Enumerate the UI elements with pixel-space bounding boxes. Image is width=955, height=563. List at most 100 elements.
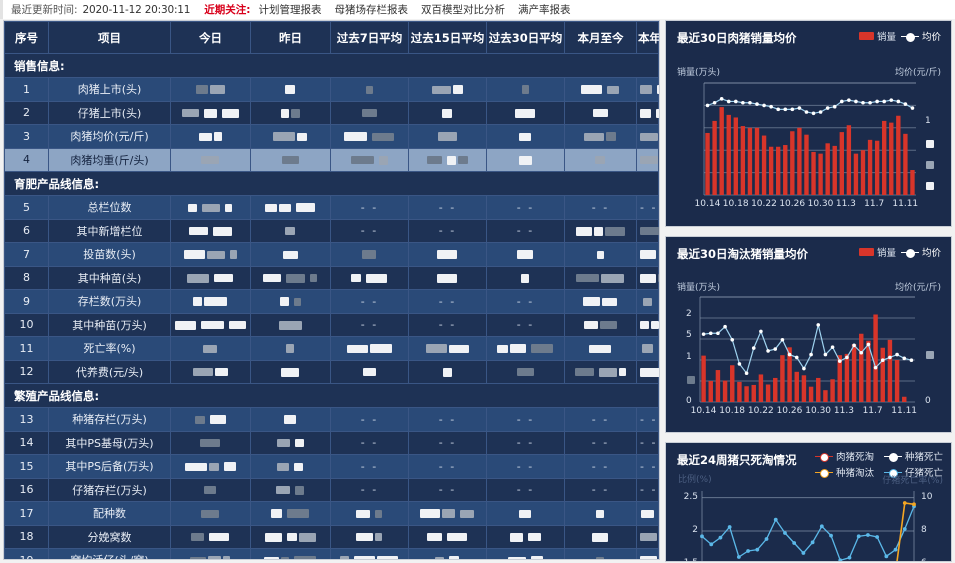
column-header-ytd[interactable]: 本年累计 — [636, 21, 659, 54]
row-cell[interactable]: - - — [330, 407, 409, 432]
row-cell[interactable] — [564, 312, 637, 337]
row-cell[interactable] — [250, 265, 331, 290]
row-cell[interactable]: - - — [408, 218, 487, 243]
row-cell[interactable] — [250, 477, 331, 502]
row-cell[interactable] — [636, 548, 659, 559]
row-cell[interactable]: - - — [486, 312, 565, 337]
row-cell[interactable] — [408, 124, 487, 149]
row-cell[interactable] — [564, 147, 637, 172]
column-header-item[interactable]: 项目 — [48, 21, 171, 54]
row-cell[interactable] — [330, 336, 409, 361]
row-cell[interactable] — [564, 124, 637, 149]
column-header-today[interactable]: 今日 — [170, 21, 251, 54]
row-cell[interactable] — [170, 312, 251, 337]
table-row[interactable]: 14 其中PS基母(万头) - -- -- -- -- - — [4, 430, 659, 455]
row-cell[interactable] — [250, 524, 331, 549]
chart-card-hog-sales[interactable]: 最近30日肉猪销量均价 销量 均价 销量(万头) 均价(元/斤) 10.14 10… — [665, 20, 952, 227]
row-cell[interactable] — [408, 242, 487, 267]
table-row[interactable]: 4 肉猪均重(斤/头) — [4, 147, 659, 172]
row-cell[interactable] — [486, 359, 565, 384]
row-cell[interactable] — [408, 77, 487, 102]
row-cell[interactable] — [564, 289, 637, 314]
row-cell[interactable]: - - — [330, 430, 409, 455]
row-cell[interactable] — [408, 147, 487, 172]
row-cell[interactable] — [170, 265, 251, 290]
row-cell[interactable]: - - — [486, 430, 565, 455]
row-cell[interactable] — [636, 265, 659, 290]
row-cell[interactable] — [408, 548, 487, 559]
row-cell[interactable]: - - — [564, 477, 637, 502]
row-cell[interactable] — [250, 430, 331, 455]
row-cell[interactable] — [250, 218, 331, 243]
row-cell[interactable] — [250, 454, 331, 479]
metrics-table-panel[interactable]: 序号 项目 今日 昨日 过去7日平均 过去15日平均 过去30日平均 本月至今 … — [3, 20, 660, 560]
row-cell[interactable]: - - — [486, 218, 565, 243]
row-cell[interactable] — [250, 289, 331, 314]
row-cell[interactable] — [486, 524, 565, 549]
row-cell[interactable] — [170, 242, 251, 267]
legend-item-breeder-death[interactable]: 种猪死亡 — [883, 449, 943, 463]
row-cell[interactable]: - - — [330, 312, 409, 337]
row-cell[interactable] — [486, 100, 565, 125]
row-cell[interactable] — [170, 477, 251, 502]
row-cell[interactable] — [408, 501, 487, 526]
row-cell[interactable] — [250, 312, 331, 337]
table-row[interactable]: 7 投苗数(头) — [4, 242, 659, 267]
column-header-mtd[interactable]: 本月至今 — [564, 21, 637, 54]
column-header-yesterday[interactable]: 昨日 — [250, 21, 331, 54]
row-cell[interactable] — [330, 77, 409, 102]
table-row[interactable]: 3 肉猪均价(元/斤) — [4, 124, 659, 149]
row-cell[interactable]: - - — [486, 289, 565, 314]
table-row[interactable]: 13 种猪存栏(万头) - -- -- -- -- - — [4, 407, 659, 432]
row-cell[interactable]: - - — [486, 407, 565, 432]
row-cell[interactable] — [636, 242, 659, 267]
row-cell[interactable] — [170, 501, 251, 526]
row-cell[interactable]: - - — [564, 195, 637, 220]
row-cell[interactable] — [636, 289, 659, 314]
legend-item-hog-cull-death[interactable]: 肉猪死淘 — [814, 449, 874, 463]
row-cell[interactable]: - - — [636, 454, 659, 479]
row-cell[interactable] — [486, 501, 565, 526]
row-cell[interactable] — [636, 336, 659, 361]
row-cell[interactable] — [636, 359, 659, 384]
row-cell[interactable] — [330, 265, 409, 290]
table-row[interactable]: 19窝均活仔(头/窝) — [4, 548, 659, 559]
table-row[interactable]: 1 肉猪上市(头) — [4, 77, 659, 102]
row-cell[interactable] — [486, 242, 565, 267]
row-cell[interactable]: - - — [636, 195, 659, 220]
row-cell[interactable] — [170, 454, 251, 479]
row-cell[interactable]: - - — [330, 454, 409, 479]
row-cell[interactable] — [564, 77, 637, 102]
row-cell[interactable] — [170, 124, 251, 149]
quick-link-model-compare[interactable]: 双百模型对比分析 — [420, 4, 505, 16]
row-cell[interactable] — [330, 100, 409, 125]
row-cell[interactable]: - - — [408, 289, 487, 314]
row-cell[interactable] — [330, 359, 409, 384]
legend-item-sales-volume-2[interactable]: 销量 — [858, 245, 896, 259]
table-row[interactable]: 2 仔猪上市(头) — [4, 100, 659, 125]
row-cell[interactable]: - - — [408, 477, 487, 502]
row-cell[interactable] — [170, 77, 251, 102]
row-cell[interactable] — [564, 524, 637, 549]
table-row[interactable]: 15 其中PS后备(万头) - -- -- -- -- - — [4, 454, 659, 479]
row-cell[interactable] — [330, 524, 409, 549]
row-cell[interactable] — [170, 524, 251, 549]
row-cell[interactable] — [486, 265, 565, 290]
row-cell[interactable] — [408, 336, 487, 361]
row-cell[interactable]: - - — [486, 195, 565, 220]
row-cell[interactable] — [408, 524, 487, 549]
table-row[interactable]: 5 总栏位数 - -- -- -- -- - — [4, 195, 659, 220]
row-cell[interactable]: - - — [330, 477, 409, 502]
row-cell[interactable] — [636, 124, 659, 149]
row-cell[interactable] — [636, 147, 659, 172]
legend-item-sales-volume[interactable]: 销量 — [858, 29, 896, 43]
row-cell[interactable] — [330, 124, 409, 149]
row-cell[interactable]: - - — [408, 312, 487, 337]
table-row[interactable]: 9 存栏数(万头) - -- -- - — [4, 289, 659, 314]
row-cell[interactable] — [250, 195, 331, 220]
row-cell[interactable] — [170, 218, 251, 243]
row-cell[interactable] — [170, 100, 251, 125]
row-cell[interactable] — [564, 501, 637, 526]
row-cell[interactable] — [170, 147, 251, 172]
row-cell[interactable] — [408, 100, 487, 125]
